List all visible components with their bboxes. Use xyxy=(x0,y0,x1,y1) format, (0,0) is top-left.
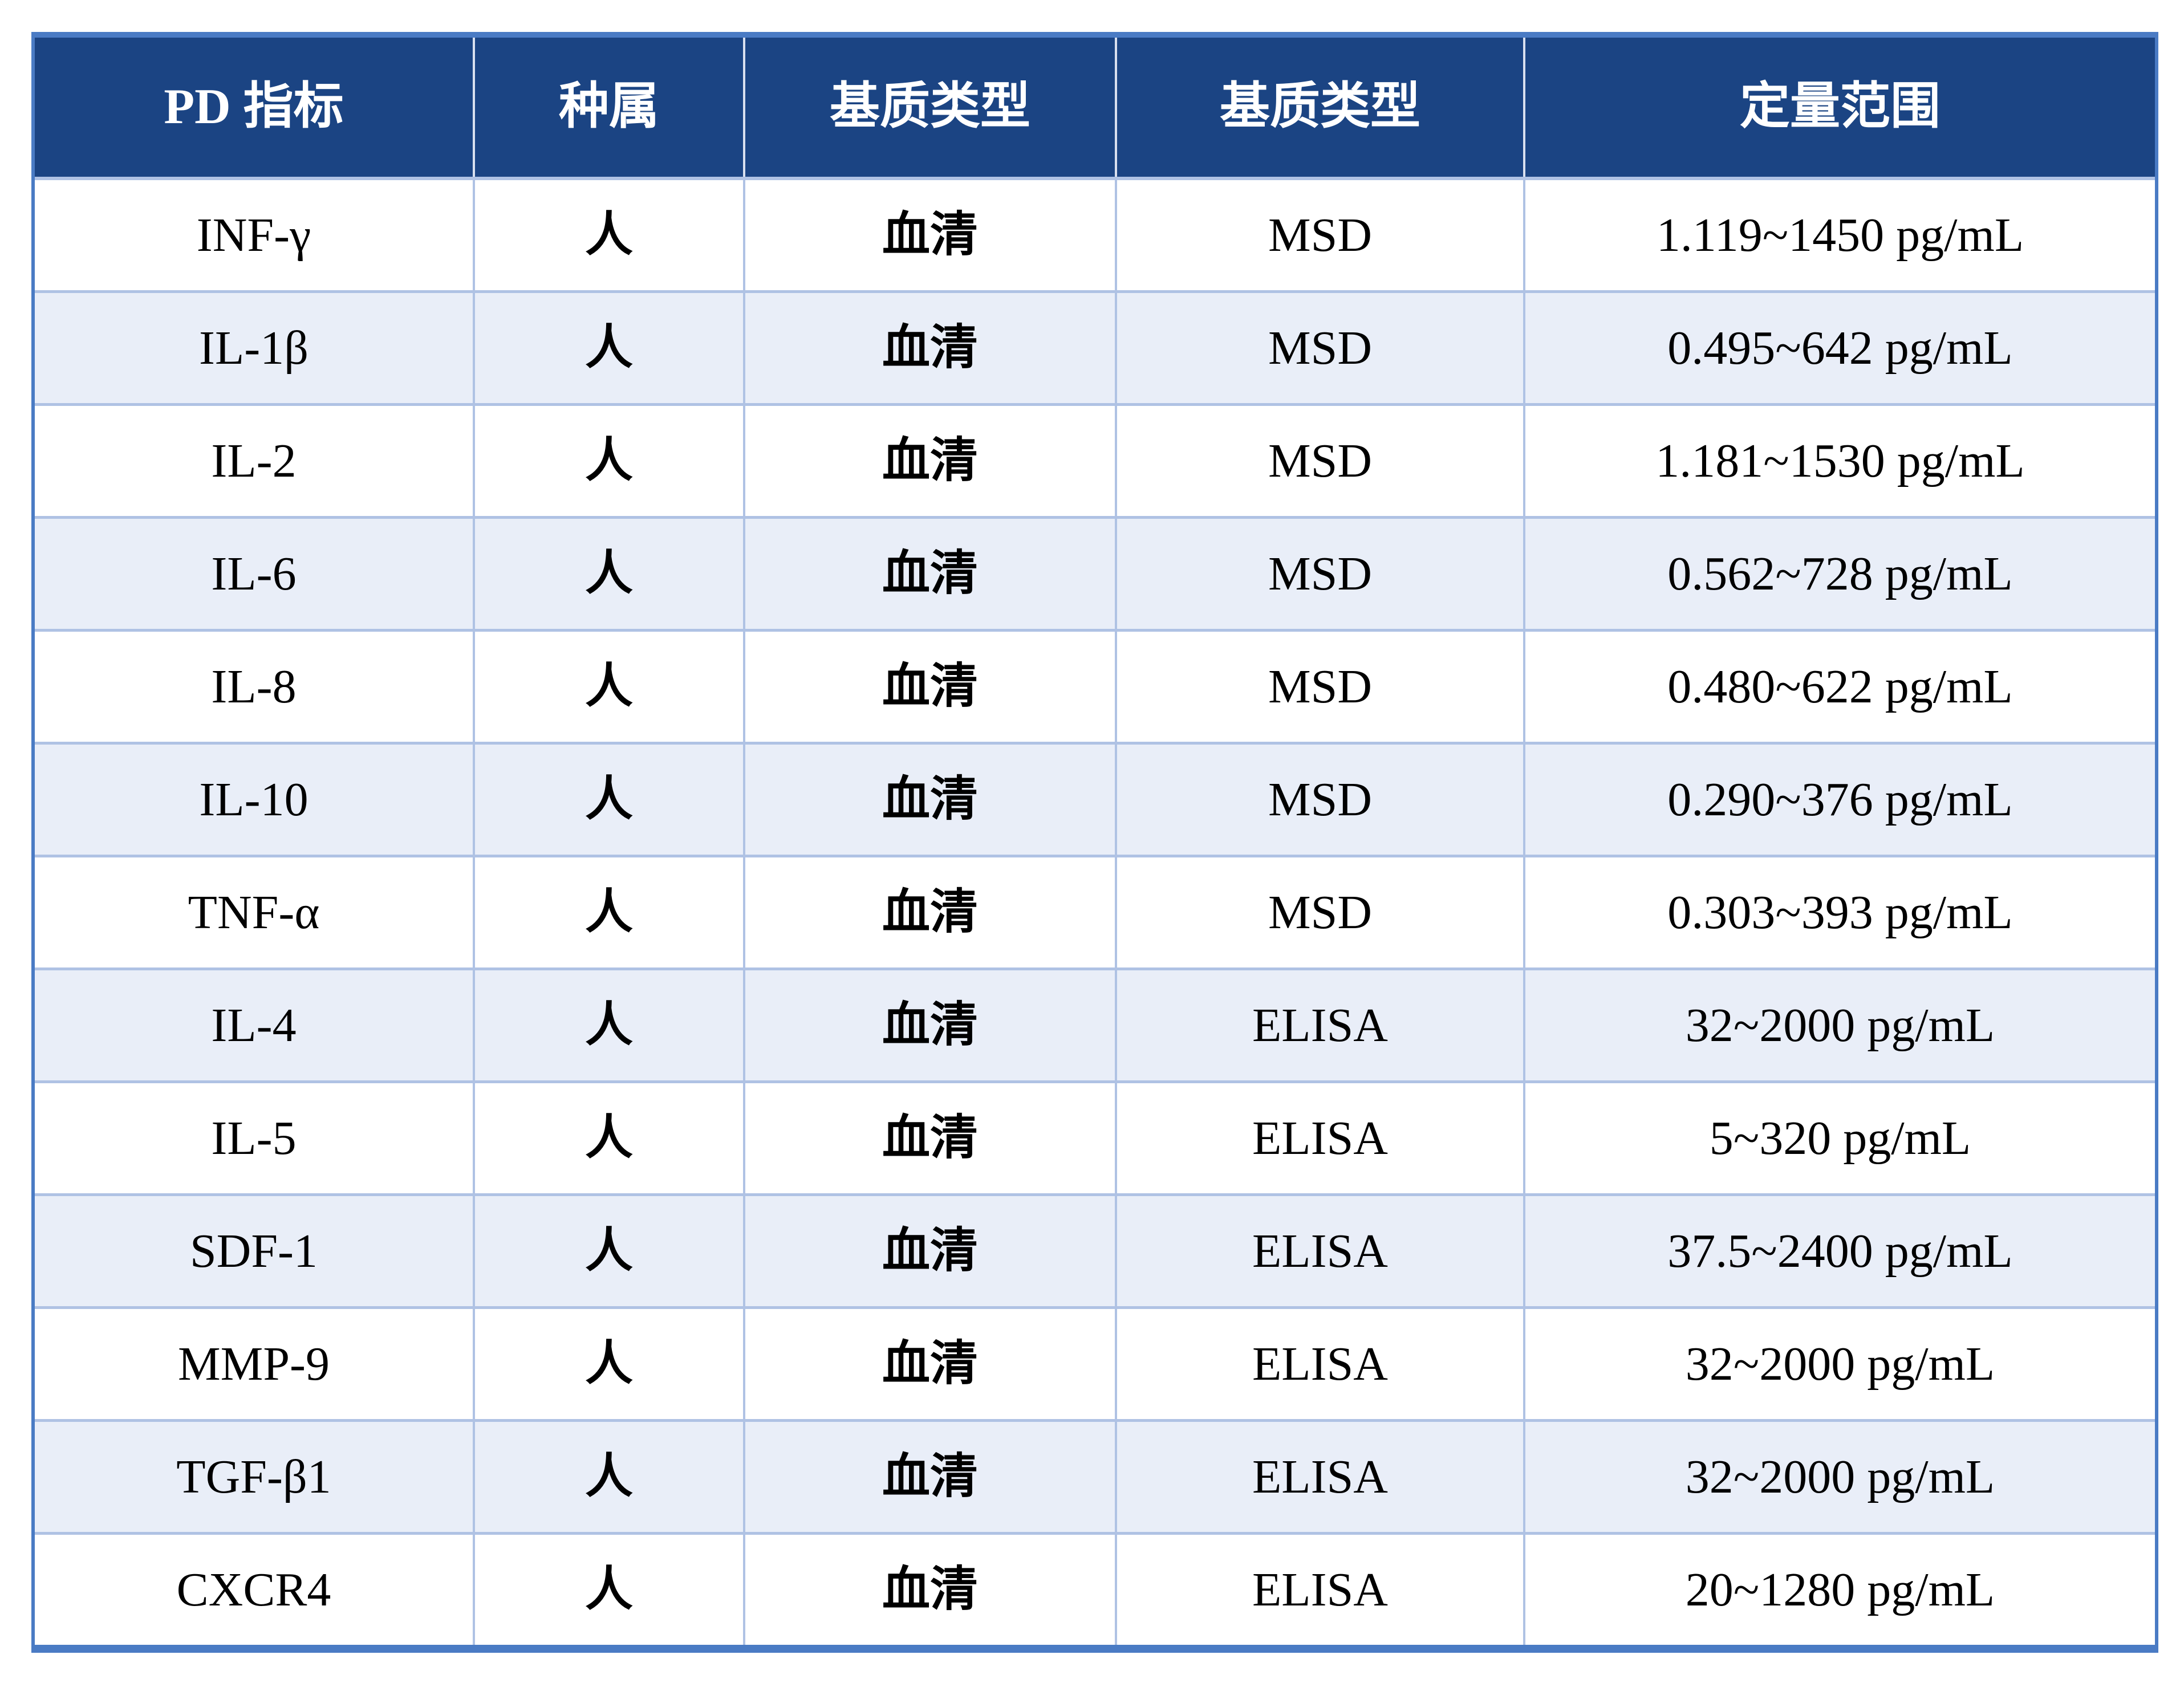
table-body: INF-γ 人 血清 MSD 1.119~1450 pg/mL IL-1β 人 … xyxy=(35,180,2155,1645)
cell-detection-method: MSD xyxy=(1117,293,1525,403)
cell-species: 人 xyxy=(475,970,745,1080)
cell-pd-indicator: IL-8 xyxy=(35,632,475,742)
table-row: IL-4 人 血清 ELISA 32~2000 pg/mL xyxy=(35,970,2155,1083)
cell-detection-method: ELISA xyxy=(1117,1309,1525,1419)
cell-matrix-type: 血清 xyxy=(745,180,1117,290)
cell-pd-indicator: INF-γ xyxy=(35,180,475,290)
cell-quant-range: 0.562~728 pg/mL xyxy=(1667,547,2013,600)
table-row: IL-2 人 血清 MSD 1.181~1530 pg/mL xyxy=(35,406,2155,519)
cell-matrix-type: 血清 xyxy=(745,1535,1117,1645)
cell-species: 人 xyxy=(475,1535,745,1645)
table-row: MMP-9 人 血清 ELISA 32~2000 pg/mL xyxy=(35,1309,2155,1422)
cell-pd-indicator: IL-6 xyxy=(35,519,475,629)
table-row: IL-6 人 血清 MSD 0.562~728 pg/mL xyxy=(35,519,2155,632)
assay-table: PD 指标 种属 基质类型 基质类型 定量范围 INF-γ 人 血清 MSD 1… xyxy=(31,32,2158,1653)
cell-species: 人 xyxy=(475,293,745,403)
cell-quant-range: 32~2000 pg/mL xyxy=(1685,1337,1995,1391)
cell-quant-range: 0.495~642 pg/mL xyxy=(1667,321,2013,375)
cell-quant-range: 5~320 pg/mL xyxy=(1709,1111,1971,1165)
cell-quant-range: 37.5~2400 pg/mL xyxy=(1667,1224,2013,1278)
cell-matrix-type: 血清 xyxy=(745,1422,1117,1532)
cell-matrix-type: 血清 xyxy=(745,745,1117,855)
cell-species: 人 xyxy=(475,180,745,290)
cell-matrix-type: 血清 xyxy=(745,970,1117,1080)
cell-quant-range: 1.119~1450 pg/mL xyxy=(1656,208,2024,262)
cell-detection-method: MSD xyxy=(1117,857,1525,967)
cell-detection-method: ELISA xyxy=(1117,1535,1525,1645)
cell-matrix-type: 血清 xyxy=(745,632,1117,742)
cell-matrix-type: 血清 xyxy=(745,1309,1117,1419)
cell-pd-indicator: IL-5 xyxy=(35,1083,475,1193)
table-row: TNF-α 人 血清 MSD 0.303~393 pg/mL xyxy=(35,857,2155,970)
cell-pd-indicator: IL-10 xyxy=(35,745,475,855)
cell-detection-method: ELISA xyxy=(1117,1196,1525,1306)
cell-detection-method: MSD xyxy=(1117,406,1525,516)
cell-quant-range: 20~1280 pg/mL xyxy=(1685,1563,1995,1616)
cell-pd-indicator: IL-2 xyxy=(35,406,475,516)
cell-matrix-type: 血清 xyxy=(745,293,1117,403)
cell-species: 人 xyxy=(475,1196,745,1306)
cell-quant-range: 0.480~622 pg/mL xyxy=(1667,660,2013,713)
cell-detection-method: MSD xyxy=(1117,632,1525,742)
cell-species: 人 xyxy=(475,745,745,855)
table-row: INF-γ 人 血清 MSD 1.119~1450 pg/mL xyxy=(35,180,2155,293)
column-header-quant-range: 定量范围 xyxy=(1739,79,1941,135)
cell-matrix-type: 血清 xyxy=(745,519,1117,629)
cell-pd-indicator: MMP-9 xyxy=(35,1309,475,1419)
column-header-species: 种属 xyxy=(475,38,745,177)
cell-detection-method: ELISA xyxy=(1117,1083,1525,1193)
table-row: SDF-1 人 血清 ELISA 37.5~2400 pg/mL xyxy=(35,1196,2155,1309)
cell-species: 人 xyxy=(475,519,745,629)
column-header-pd-indicator: PD 指标 xyxy=(35,38,475,177)
cell-pd-indicator: IL-4 xyxy=(35,970,475,1080)
cell-pd-indicator: CXCR4 xyxy=(35,1535,475,1645)
cell-pd-indicator: IL-1β xyxy=(35,293,475,403)
table-header-row: PD 指标 种属 基质类型 基质类型 定量范围 xyxy=(35,38,2155,180)
cell-detection-method: ELISA xyxy=(1117,970,1525,1080)
cell-detection-method: ELISA xyxy=(1117,1422,1525,1532)
column-header-matrix-type: 基质类型 xyxy=(745,38,1117,177)
table-row: IL-5 人 血清 ELISA 5~320 pg/mL xyxy=(35,1083,2155,1196)
table-row: IL-10 人 血清 MSD 0.290~376 pg/mL xyxy=(35,745,2155,857)
cell-species: 人 xyxy=(475,632,745,742)
table-row: IL-8 人 血清 MSD 0.480~622 pg/mL xyxy=(35,632,2155,745)
cell-detection-method: MSD xyxy=(1117,519,1525,629)
cell-species: 人 xyxy=(475,1309,745,1419)
cell-pd-indicator: SDF-1 xyxy=(35,1196,475,1306)
cell-matrix-type: 血清 xyxy=(745,1196,1117,1306)
cell-matrix-type: 血清 xyxy=(745,1083,1117,1193)
cell-quant-range: 1.181~1530 pg/mL xyxy=(1655,434,2025,487)
cell-species: 人 xyxy=(475,406,745,516)
table-row: IL-1β 人 血清 MSD 0.495~642 pg/mL xyxy=(35,293,2155,406)
cell-quant-range: 0.290~376 pg/mL xyxy=(1667,773,2013,826)
column-header-matrix-type-2: 基质类型 xyxy=(1117,38,1525,177)
cell-quant-range: 0.303~393 pg/mL xyxy=(1667,885,2013,939)
cell-quant-range: 32~2000 pg/mL xyxy=(1685,998,1995,1052)
cell-quant-range: 32~2000 pg/mL xyxy=(1685,1450,1995,1503)
cell-matrix-type: 血清 xyxy=(745,857,1117,967)
cell-species: 人 xyxy=(475,1422,745,1532)
cell-pd-indicator: TGF-β1 xyxy=(35,1422,475,1532)
cell-detection-method: MSD xyxy=(1117,180,1525,290)
cell-matrix-type: 血清 xyxy=(745,406,1117,516)
cell-species: 人 xyxy=(475,857,745,967)
table-row: TGF-β1 人 血清 ELISA 32~2000 pg/mL xyxy=(35,1422,2155,1535)
cell-pd-indicator: TNF-α xyxy=(35,857,475,967)
cell-species: 人 xyxy=(475,1083,745,1193)
table-row: CXCR4 人 血清 ELISA 20~1280 pg/mL xyxy=(35,1535,2155,1645)
cell-detection-method: MSD xyxy=(1117,745,1525,855)
